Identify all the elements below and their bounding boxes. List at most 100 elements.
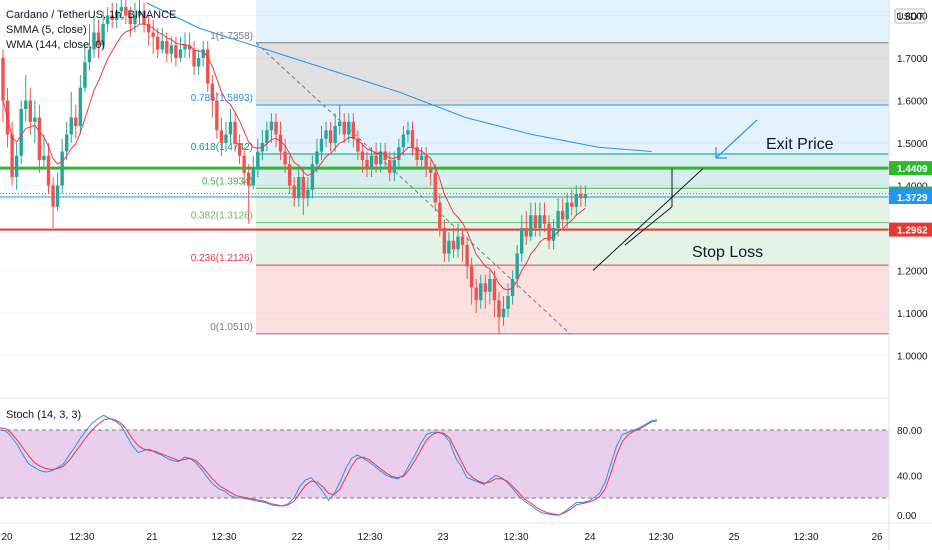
candle-body — [465, 245, 469, 267]
time-tick-label: 20 — [1, 532, 13, 543]
candle-body — [560, 211, 565, 220]
candle-body — [42, 155, 46, 161]
candle-body — [570, 202, 574, 207]
candle-body — [438, 202, 442, 229]
time-tick-label: 12:30 — [357, 532, 382, 543]
candle-body — [165, 41, 169, 54]
candle-body — [415, 147, 419, 161]
stoch-d-line — [0, 418, 658, 516]
price-label-box — [889, 190, 932, 205]
candle-body — [1, 58, 5, 101]
candle-body — [328, 130, 333, 144]
price-tick-label: 1.6000 — [897, 97, 928, 108]
candle-body — [14, 155, 19, 178]
candle-body — [10, 134, 14, 178]
fib-zone — [256, 265, 889, 334]
stoch-legend[interactable]: Stoch (14, 3, 3) — [6, 409, 82, 421]
candle-body — [547, 223, 551, 241]
candle-body — [219, 130, 224, 144]
candle-body — [520, 228, 524, 254]
candle-body — [233, 121, 237, 144]
candle-body — [479, 283, 483, 301]
candle-body — [429, 168, 433, 173]
candle-body — [169, 45, 174, 54]
candle-body — [433, 172, 437, 203]
fib-level-label: 0.236(1.2126) — [191, 253, 253, 264]
candle-body — [206, 49, 210, 84]
candle-body — [365, 160, 369, 169]
stoch-band — [0, 430, 889, 498]
candle-body — [28, 100, 32, 122]
candle-body — [556, 211, 560, 229]
candle-body — [46, 155, 51, 186]
candle-body — [92, 32, 96, 50]
time-tick-label: 26 — [871, 532, 883, 543]
candle-body — [24, 100, 28, 110]
candle-body — [247, 172, 251, 186]
candle-body — [19, 109, 23, 156]
price-tick-label: 1.5000 — [897, 139, 928, 150]
fibonacci-retracement[interactable]: 1(1.7358)0.786(1.5893)0.618(1.4742)0.5(1… — [191, 0, 889, 335]
candle-body — [128, 15, 133, 25]
candle-body — [224, 134, 228, 144]
drawings[interactable]: Exit Price Stop Loss — [592, 119, 834, 271]
time-axis[interactable]: 20 12:30 21 12:30 22 12:30 23 12:30 24 12:30 25 12:… — [0, 522, 932, 543]
candle-body — [146, 24, 151, 33]
candle-body — [101, 24, 105, 46]
candle-body — [383, 151, 387, 161]
candle-body — [460, 236, 465, 246]
candle-body — [115, 11, 119, 20]
candle-body — [37, 117, 42, 161]
fib-level-label: 0.382(1.3126) — [191, 211, 253, 222]
candle-body — [442, 228, 447, 254]
time-tick-label: 21 — [146, 532, 158, 543]
candle-body — [174, 45, 178, 59]
candle-body — [347, 121, 351, 135]
candle-body — [119, 7, 123, 12]
stochastic-panel — [0, 397, 932, 516]
price-tick-label: 1.7000 — [897, 54, 928, 65]
candle-body — [256, 151, 260, 169]
candle-body — [474, 287, 478, 301]
time-tick-label: 12:30 — [69, 532, 94, 543]
candle-body — [105, 15, 110, 25]
candle-body — [133, 15, 137, 25]
candle-body — [378, 151, 383, 165]
candle-body — [401, 134, 406, 148]
time-tick-label: 23 — [437, 532, 449, 543]
price-label-value: 1.4409 — [897, 164, 928, 175]
candle-body — [74, 117, 78, 127]
candle-body — [160, 41, 164, 50]
candle-body — [497, 300, 501, 318]
candle-body — [69, 117, 73, 135]
candle-body — [55, 185, 60, 207]
candle-body — [78, 87, 83, 127]
candle-body — [324, 130, 328, 139]
candle-body — [87, 49, 92, 63]
candle-body — [156, 36, 160, 50]
candle-body — [338, 121, 342, 127]
candle-body — [410, 130, 415, 148]
price-axis[interactable]: USDT1.80001.70001.60001.50001.40001.2000… — [888, 0, 932, 550]
candle-body — [447, 240, 451, 254]
stoch-tick-label: 40.00 — [897, 471, 922, 482]
candle-body — [542, 215, 547, 224]
fib-level-label: 0.786(1.5893) — [191, 93, 253, 104]
fib-level-label: 1(1.7358) — [210, 31, 253, 42]
smma-legend[interactable]: SMMA (5, close) — [6, 24, 87, 36]
candle-body — [583, 194, 588, 199]
candle-body — [151, 32, 155, 37]
candle-body — [124, 7, 128, 16]
candle-body — [369, 155, 374, 169]
time-tick-label: 12:30 — [503, 532, 528, 543]
fib-level-label: 0.5(1.3934) — [202, 176, 253, 187]
price-label-box — [889, 222, 932, 237]
symbol-title[interactable]: Cardano / TetherUS, 1h, BINANCE — [6, 9, 177, 21]
candle-body — [237, 143, 242, 156]
candle-body — [65, 134, 69, 152]
wma-legend[interactable]: WMA (144, close, 0) — [6, 39, 106, 51]
candle-body — [456, 236, 460, 250]
candle-body — [419, 155, 424, 161]
candle-body — [524, 228, 528, 237]
